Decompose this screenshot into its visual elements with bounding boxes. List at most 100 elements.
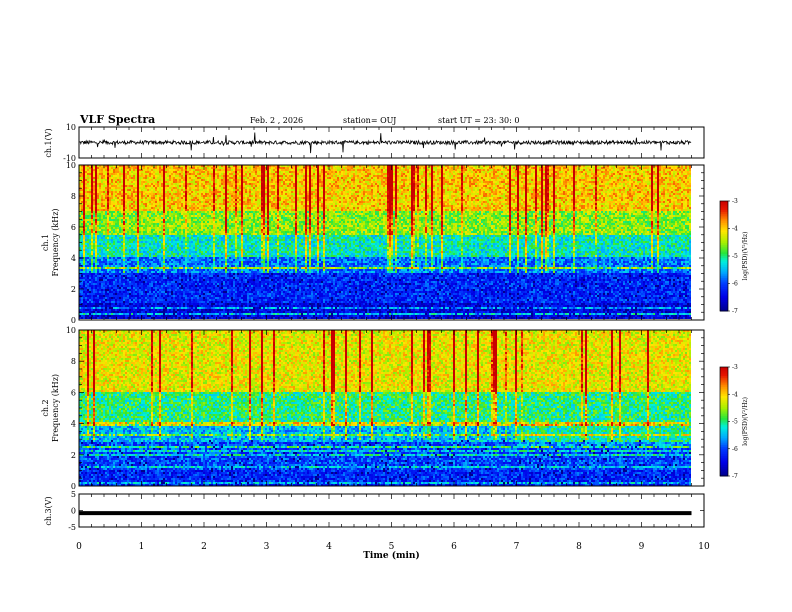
spectrogram-cell bbox=[83, 255, 85, 257]
spectrogram-cell bbox=[131, 251, 133, 253]
spectrogram-cell bbox=[115, 175, 117, 177]
spectrogram-cell bbox=[125, 275, 127, 277]
spectrogram-cell bbox=[153, 309, 155, 311]
spectrogram-cell bbox=[83, 303, 85, 305]
spectrogram-cell bbox=[149, 209, 151, 211]
spectrogram-cell bbox=[97, 219, 99, 221]
spectrogram-cell bbox=[91, 217, 93, 219]
spectrogram-cell bbox=[137, 191, 139, 193]
spectrogram-cell bbox=[129, 195, 131, 197]
spectrogram-cell bbox=[91, 293, 93, 295]
spectrogram-cell bbox=[135, 261, 137, 263]
spectrogram-cell bbox=[85, 241, 87, 243]
spectrogram-cell bbox=[97, 221, 99, 223]
spectrogram-cell bbox=[85, 231, 87, 233]
spectrogram-cell bbox=[151, 213, 153, 215]
spectrogram-cell bbox=[107, 233, 109, 235]
spectrogram-cell bbox=[109, 289, 111, 291]
spectrogram-cell bbox=[91, 271, 93, 273]
spectrogram-cell bbox=[115, 211, 117, 213]
spectrogram-cell bbox=[95, 257, 97, 259]
spectrogram-cell bbox=[111, 309, 113, 311]
spectrogram-cell bbox=[147, 175, 149, 177]
spectrogram-cell bbox=[119, 309, 121, 311]
spectrogram-cell bbox=[87, 281, 89, 283]
spectrogram-cell bbox=[133, 273, 135, 275]
spectrogram-cell bbox=[99, 175, 101, 177]
spectrogram-cell bbox=[117, 211, 119, 213]
spectrogram-cell bbox=[119, 189, 121, 191]
spectrogram-cell bbox=[105, 271, 107, 273]
spectrogram-cell bbox=[105, 189, 107, 191]
spectrogram-cell bbox=[129, 175, 131, 177]
spectrogram-cell bbox=[119, 253, 121, 255]
spectrogram-cell bbox=[139, 193, 141, 195]
spectrogram-cell bbox=[131, 221, 133, 223]
spectrogram-cell bbox=[121, 257, 123, 259]
spectrogram-cell bbox=[85, 289, 87, 291]
spectrogram-cell bbox=[101, 233, 103, 235]
spectrogram-cell bbox=[97, 189, 99, 191]
spectrogram-cell bbox=[107, 247, 109, 249]
spectrogram-cell bbox=[85, 221, 87, 223]
spectrogram-cell bbox=[91, 305, 93, 307]
spectrogram-cell bbox=[121, 233, 123, 235]
spectrogram-cell bbox=[99, 187, 101, 189]
spectrogram-cell bbox=[121, 307, 123, 309]
spectrogram-cell bbox=[129, 221, 131, 223]
spectrogram-cell bbox=[107, 305, 109, 307]
spectrogram-cell bbox=[139, 183, 141, 185]
spectrogram-cell bbox=[143, 201, 145, 203]
spectrogram-cell bbox=[153, 297, 155, 299]
spectrogram-cell bbox=[145, 259, 147, 261]
spectrogram-cell bbox=[83, 307, 85, 309]
spectrogram-cell bbox=[137, 227, 139, 229]
spectrogram-cell bbox=[113, 291, 115, 293]
spectrogram-cell bbox=[107, 255, 109, 257]
spectrogram-cell bbox=[137, 207, 139, 209]
spectrogram-cell bbox=[97, 313, 99, 315]
spectrogram-cell bbox=[129, 231, 131, 233]
spectrogram-cell bbox=[125, 259, 127, 261]
spectrogram-cell bbox=[143, 219, 145, 221]
spectrogram-cell bbox=[81, 261, 83, 263]
spectrogram-cell bbox=[137, 223, 139, 225]
spectrogram-cell bbox=[119, 215, 121, 217]
spectrogram-cell bbox=[83, 215, 85, 217]
spectrogram-cell bbox=[145, 251, 147, 253]
spectrogram-cell bbox=[141, 241, 143, 243]
spectrogram-cell bbox=[107, 259, 109, 261]
spectrogram-cell bbox=[127, 261, 129, 263]
spectrogram-cell bbox=[141, 291, 143, 293]
spectrogram-cell bbox=[127, 195, 129, 197]
spectrogram-cell bbox=[97, 245, 99, 247]
spectrogram-cell bbox=[91, 253, 93, 255]
spectrogram-cell bbox=[121, 167, 123, 169]
spectrogram-cell bbox=[99, 189, 101, 191]
spectrogram-cell bbox=[135, 245, 137, 247]
spectrogram-cell bbox=[107, 235, 109, 237]
spectrogram-cell bbox=[97, 297, 99, 299]
spectrogram-cell bbox=[107, 317, 109, 319]
spectrogram-cell bbox=[153, 221, 155, 223]
spectrogram-cell bbox=[103, 311, 105, 313]
spectrogram-cell bbox=[137, 235, 139, 237]
spectrogram-cell bbox=[101, 195, 103, 197]
spectrogram-cell bbox=[139, 239, 141, 241]
spectrogram-cell bbox=[115, 221, 117, 223]
spectrogram-cell bbox=[89, 203, 91, 205]
spectrogram-cell bbox=[89, 193, 91, 195]
spectrogram-cell bbox=[111, 239, 113, 241]
spectrogram-cell bbox=[143, 313, 145, 315]
spectrogram-cell bbox=[141, 289, 143, 291]
spectrogram-cell bbox=[85, 263, 87, 265]
spectrogram-cell bbox=[87, 177, 89, 179]
spectrogram-cell bbox=[101, 283, 103, 285]
spectrogram-cell bbox=[91, 183, 93, 185]
spectrogram-cell bbox=[139, 253, 141, 255]
spectrogram-cell bbox=[123, 307, 125, 309]
spectrogram-cell bbox=[145, 269, 147, 271]
spectrogram-cell bbox=[125, 271, 127, 273]
spectrogram-cell bbox=[111, 219, 113, 221]
spectrogram-cell bbox=[115, 251, 117, 253]
